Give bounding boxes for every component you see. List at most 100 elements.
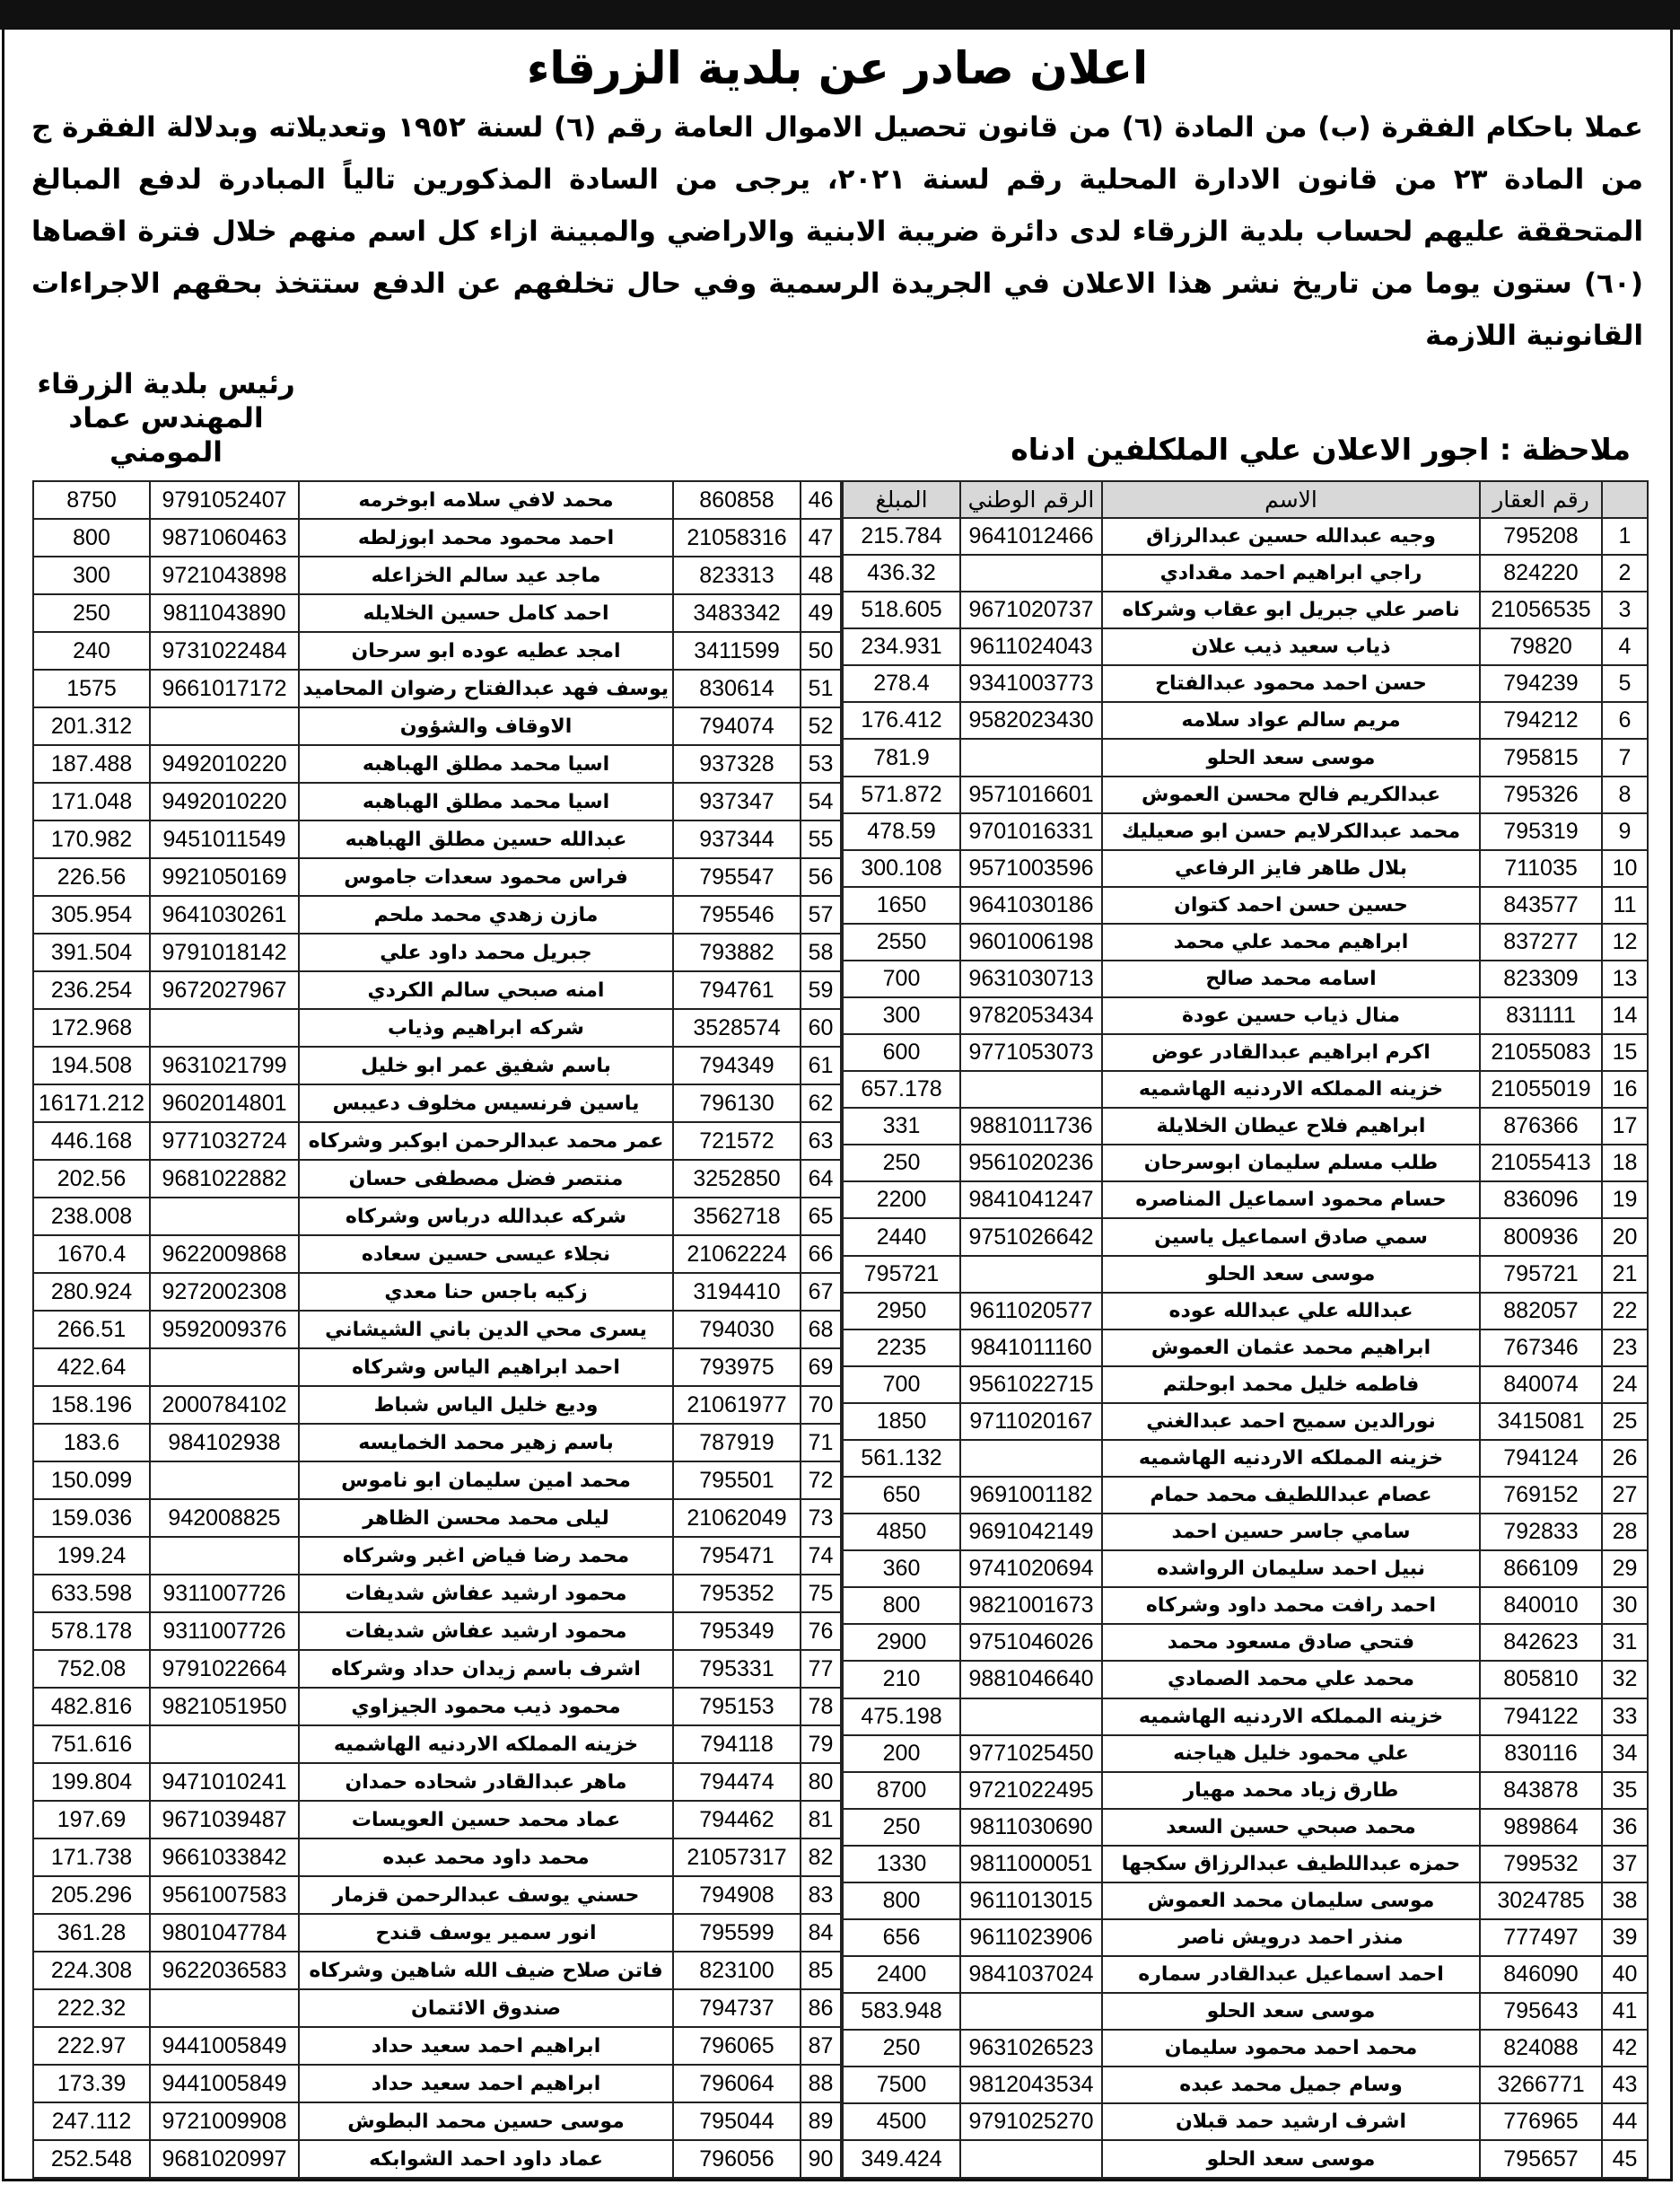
national-id: 9641012466 [959, 516, 1103, 557]
parcel-number: 823313 [672, 556, 801, 595]
parcel-number: 794030 [672, 1310, 801, 1349]
national-id: 9771053073 [959, 1033, 1103, 1073]
row-index: 33 [1601, 1697, 1649, 1736]
parcel-number: 776965 [1479, 2102, 1603, 2142]
table-row: 67 3194410 زكيه باجس حنا معدي 9272002308 280… [32, 1272, 842, 1312]
national-id: 9671020737 [959, 591, 1103, 630]
owner-name: موسى سعد الحلو [1101, 738, 1481, 777]
national-id: 9582023430 [959, 701, 1103, 741]
row-index: 54 [800, 782, 842, 821]
owner-name: محمد امين سليمان ابو ناموس [298, 1461, 674, 1500]
owner-name: عصام عبداللطيف محمد حمام [1101, 1476, 1481, 1515]
owner-name: محمود ارشيد عفاش شديفات [298, 1574, 674, 1613]
row-index: 15 [1601, 1033, 1649, 1073]
parcel-number: 795471 [672, 1536, 801, 1575]
parcel-number: 21055019 [1479, 1070, 1603, 1110]
owner-name: محمد داود محمد عبده [298, 1838, 674, 1877]
parcel-number: 711035 [1479, 848, 1603, 888]
owner-name: محمد علي محمد الصمادي [1101, 1660, 1481, 1699]
signature-title: رئيس بلدية الزرقاء [37, 368, 295, 400]
amount: 158.196 [32, 1385, 151, 1425]
parcel-number: 767346 [1479, 1328, 1603, 1367]
national-id: 9622009868 [149, 1234, 300, 1274]
parcel-number: 823100 [672, 1951, 801, 1990]
national-id: 9871060463 [149, 518, 300, 557]
header-index [1601, 480, 1649, 519]
row-index: 66 [800, 1234, 842, 1274]
national-id: 9741020694 [959, 1549, 1103, 1589]
national-id: 9492010220 [149, 744, 300, 784]
parcel-number: 3562718 [672, 1197, 801, 1236]
owner-name: سمي صادق اسماعيل ياسين [1101, 1217, 1481, 1257]
row-index: 89 [800, 2102, 842, 2141]
owner-name: خزينه المملكه الاردنيه الهاشميه [298, 1724, 674, 1764]
national-id: 9782053434 [959, 996, 1103, 1036]
row-index: 39 [1601, 1917, 1649, 1958]
parcel-number: 3411599 [672, 631, 801, 671]
row-index: 76 [800, 1611, 842, 1651]
national-id: 9441005849 [149, 2026, 300, 2066]
owner-name: حسني يوسف عبدالرحمن قزمار [298, 1875, 674, 1915]
national-id: 9611013015 [959, 1881, 1103, 1920]
national-id: 9611023906 [959, 1917, 1103, 1958]
row-index: 86 [800, 1988, 842, 2028]
table-row: 5 794239 حسن احمد محمود عبدالفتاح 934100377… [842, 664, 1649, 704]
national-id [149, 1724, 300, 1764]
parcel-number: 794761 [672, 970, 801, 1010]
table-row: 85 823100 فاتن صلاح ضيف الله شاهين وشركاه 9… [32, 1951, 842, 1990]
national-id: 9571016601 [959, 775, 1103, 814]
amount: 234.931 [842, 627, 961, 667]
row-index: 32 [1601, 1660, 1649, 1699]
table-row: 24 840074 فاطمه خليل محمد ابوحلتم 956102271… [842, 1365, 1649, 1404]
parcel-number: 795643 [1479, 1992, 1603, 2031]
amount: 170.982 [32, 820, 151, 859]
row-index: 60 [800, 1008, 842, 1048]
signature-note-row: رئيس بلدية الزرقاء المهندس عماد المومني … [31, 367, 1643, 469]
national-id: 9721009908 [149, 2102, 300, 2141]
owner-name: ذياب سعيد ذيب علان [1101, 627, 1481, 667]
national-id: 9731022484 [149, 631, 300, 671]
owner-name: نجلاء عيسى حسين سعاده [298, 1234, 674, 1274]
national-id [959, 1254, 1103, 1294]
parcel-number: 794122 [1479, 1697, 1603, 1736]
parcel-number: 800936 [1479, 1217, 1603, 1257]
amount: 199.24 [32, 1536, 151, 1575]
parcel-number: 823309 [1479, 959, 1603, 999]
amount: 240 [32, 631, 151, 671]
parcel-number: 3266771 [1479, 2066, 1603, 2105]
owner-name: اشرف ارشيد حمد قبلان [1101, 2102, 1481, 2142]
national-id [959, 738, 1103, 777]
row-index: 41 [1601, 1992, 1649, 2031]
parcel-number: 799532 [1479, 1844, 1603, 1883]
tables-wrapper: 46 860858 محمد لافي سلامه ابوخرمه 979105240… [32, 480, 1649, 2179]
table-row: 27 769152 عصام عبداللطيف محمد حمام 96910011… [842, 1476, 1649, 1515]
amount: 250 [842, 2029, 961, 2068]
national-id: 9691001182 [959, 1476, 1103, 1515]
owner-name: موسى سعد الحلو [1101, 2139, 1481, 2179]
national-id [959, 1438, 1103, 1479]
table-row: 49 3483342 احمد كامل حسين الخلايله 98110438… [32, 593, 842, 633]
amount: 800 [32, 518, 151, 557]
row-index: 10 [1601, 848, 1649, 888]
owner-name: نورالدين سميح احمد عبدالغني [1101, 1401, 1481, 1441]
parcel-number: 843878 [1479, 1770, 1603, 1810]
owner-name: اكرم ابراهيم عبدالقادر عوض [1101, 1033, 1481, 1073]
national-id [959, 554, 1103, 593]
amount: 751.616 [32, 1724, 151, 1764]
table-row: 20 800936 سمي صادق اسماعيل ياسين 9751026642… [842, 1217, 1649, 1257]
announcement-frame: اعلان صادر عن بلدية الزرقاء عملا باحكام … [2, 30, 1673, 2181]
row-index: 19 [1601, 1180, 1649, 1220]
parcel-number: 794349 [672, 1046, 801, 1085]
parcel-number: 769152 [1479, 1476, 1603, 1515]
row-index: 8 [1601, 775, 1649, 814]
row-index: 81 [800, 1800, 842, 1839]
taxpayers-table-right: رقم العقار الاسم الرقم الوطني المبلغ 1 79… [842, 480, 1649, 2179]
top-bar [0, 0, 1680, 30]
row-index: 57 [800, 895, 842, 935]
national-id: 9791022664 [149, 1649, 300, 1689]
table-row: 54 937347 اسيا محمد مطلق الهباهبه 949201022… [32, 782, 842, 821]
row-index: 58 [800, 933, 842, 972]
owner-name: وديع خليل الياس شباط [298, 1385, 674, 1425]
table-row: 9 795319 محمد عبدالكرلايم حسن ابو صعيليك 97… [842, 812, 1649, 851]
national-id: 9841037024 [959, 1955, 1103, 1995]
